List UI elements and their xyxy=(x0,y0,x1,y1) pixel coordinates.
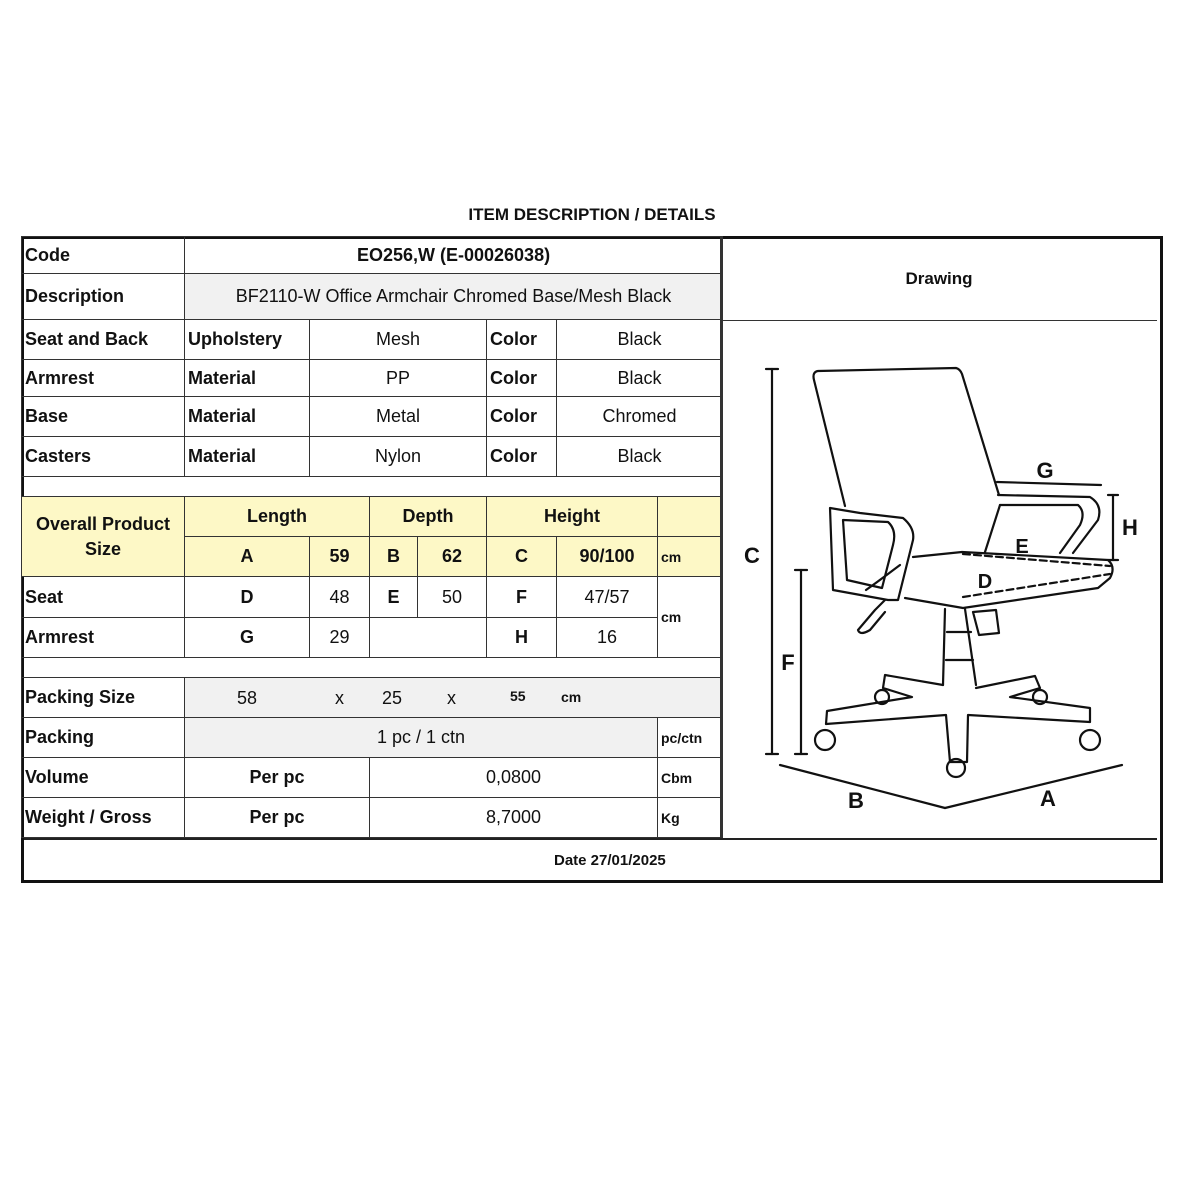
component-value: PP xyxy=(309,359,487,397)
component-attr: Material xyxy=(184,396,310,437)
description-label: Description xyxy=(21,273,185,320)
spec-table: Code EO256,W (E-00026038) Description BF… xyxy=(20,236,724,838)
volume-label: Volume xyxy=(21,757,185,798)
times-sign: x xyxy=(447,688,456,708)
armrest-row: Armrest G 29 H 16 xyxy=(21,617,723,658)
packing-size-value: 58 x 25 x 55 cm xyxy=(183,677,724,718)
component-row: Armrest Material PP Color Black xyxy=(21,359,724,397)
dim-value: 47/57 xyxy=(556,576,658,618)
armrest-label: Armrest xyxy=(21,617,185,658)
dim-letter: A xyxy=(184,536,310,577)
dim-value: 50 xyxy=(417,576,487,618)
unit-label: cm xyxy=(561,689,582,705)
component-part: Seat and Back xyxy=(21,319,185,360)
overall-header-row: Overall Product Size Length Depth Height xyxy=(21,496,724,577)
date-row: Date 27/01/2025 xyxy=(24,838,1157,879)
document-title: ITEM DESCRIPTION / DETAILS xyxy=(468,205,716,224)
unit-label: cm xyxy=(656,536,724,577)
dim-label-a: A xyxy=(1040,786,1056,811)
dim-letter: F xyxy=(486,576,557,618)
column-divider xyxy=(720,237,722,838)
dim-letter: H xyxy=(486,617,557,658)
component-part: Armrest xyxy=(21,359,185,397)
packing-row: Packing 1 pc / 1 ctn pc/ctn xyxy=(21,717,724,758)
packing-length: 58 xyxy=(237,688,258,708)
color-label: Color xyxy=(486,436,557,477)
component-row: Casters Material Nylon Color Black xyxy=(21,436,724,477)
color-value: Black xyxy=(555,436,724,477)
height-label: Height xyxy=(486,496,658,537)
dim-label-f: F xyxy=(781,650,794,675)
dimension-lines xyxy=(764,367,1124,810)
dim-label-h: H xyxy=(1122,515,1138,540)
code-row: Code EO256,W (E-00026038) xyxy=(21,236,724,274)
dim-value: 90/100 xyxy=(556,536,658,577)
seat-label: Seat xyxy=(21,576,185,618)
dim-letter: D xyxy=(184,576,310,618)
color-value: Chromed xyxy=(555,396,724,437)
times-sign: x xyxy=(335,688,344,708)
dim-letter: B xyxy=(369,536,418,577)
per-label: Per pc xyxy=(184,797,370,838)
per-label: Per pc xyxy=(184,757,370,798)
packing-width: 25 xyxy=(382,688,403,708)
dim-letter: C xyxy=(486,536,557,577)
description-value: BF2110-W Office Armchair Chromed Base/Me… xyxy=(183,273,724,320)
length-label: Length xyxy=(184,496,370,537)
dim-label-g: G xyxy=(1036,458,1053,483)
dim-letter: G xyxy=(184,617,310,658)
dim-label-e: E xyxy=(1015,536,1028,558)
packing-label: Packing xyxy=(21,717,185,758)
component-part: Casters xyxy=(21,436,185,477)
unit-label: Kg xyxy=(656,797,724,838)
chair-drawing: C F G H E D B A xyxy=(721,320,1157,838)
seat-row: Seat D 48 E 50 F 47/57 cm xyxy=(21,576,724,658)
unit-label: cm xyxy=(656,576,724,658)
packing-size-row: Packing Size 58 x 25 x 55 cm xyxy=(21,677,724,718)
volume-value: 0,0800 xyxy=(369,757,658,798)
spacer-row xyxy=(20,657,724,678)
depth-label: Depth xyxy=(369,496,487,537)
volume-row: Volume Per pc 0,0800 Cbm xyxy=(21,757,724,798)
dim-letter: E xyxy=(369,576,418,618)
dim-label-c: C xyxy=(744,543,760,568)
code-value: EO256,W (E-00026038) xyxy=(183,236,724,274)
component-part: Base xyxy=(21,396,185,437)
dim-value: 29 xyxy=(309,617,370,658)
color-label: Color xyxy=(486,396,557,437)
component-attr: Material xyxy=(184,436,310,477)
description-row: Description BF2110-W Office Armchair Chr… xyxy=(21,273,724,320)
color-value: Black xyxy=(555,359,724,397)
dim-value: 48 xyxy=(309,576,370,618)
component-row: Base Material Metal Color Chromed xyxy=(21,396,724,437)
component-attr: Upholstery xyxy=(184,319,310,360)
overall-size-label: Overall Product Size xyxy=(21,496,185,577)
date-text: Date 27/01/2025 xyxy=(554,852,666,869)
component-value: Metal xyxy=(309,396,487,437)
color-value: Black xyxy=(555,319,724,360)
dim-value: 59 xyxy=(309,536,370,577)
component-value: Nylon xyxy=(309,436,487,477)
unit-label: Cbm xyxy=(656,757,724,798)
dim-label-b: B xyxy=(848,788,864,813)
packing-value: 1 pc / 1 ctn xyxy=(184,717,658,758)
component-value: Mesh xyxy=(309,319,487,360)
dim-value: 62 xyxy=(417,536,487,577)
chair-outline-icon xyxy=(812,366,1114,779)
weight-value: 8,7000 xyxy=(369,797,658,838)
spacer-row xyxy=(20,476,724,497)
packing-size-label: Packing Size xyxy=(21,677,185,718)
dim-value: 16 xyxy=(556,617,658,658)
color-label: Color xyxy=(486,359,557,397)
dim-label-d: D xyxy=(978,571,992,593)
color-label: Color xyxy=(486,319,557,360)
packing-height: 55 xyxy=(510,688,526,704)
code-label: Code xyxy=(21,236,185,274)
weight-label: Weight / Gross xyxy=(21,797,185,838)
unit-label: pc/ctn xyxy=(656,717,724,758)
component-row: Seat and Back Upholstery Mesh Color Blac… xyxy=(21,319,724,360)
weight-row: Weight / Gross Per pc 8,7000 Kg xyxy=(21,797,724,838)
drawing-header: Drawing xyxy=(721,238,1157,321)
component-attr: Material xyxy=(184,359,310,397)
